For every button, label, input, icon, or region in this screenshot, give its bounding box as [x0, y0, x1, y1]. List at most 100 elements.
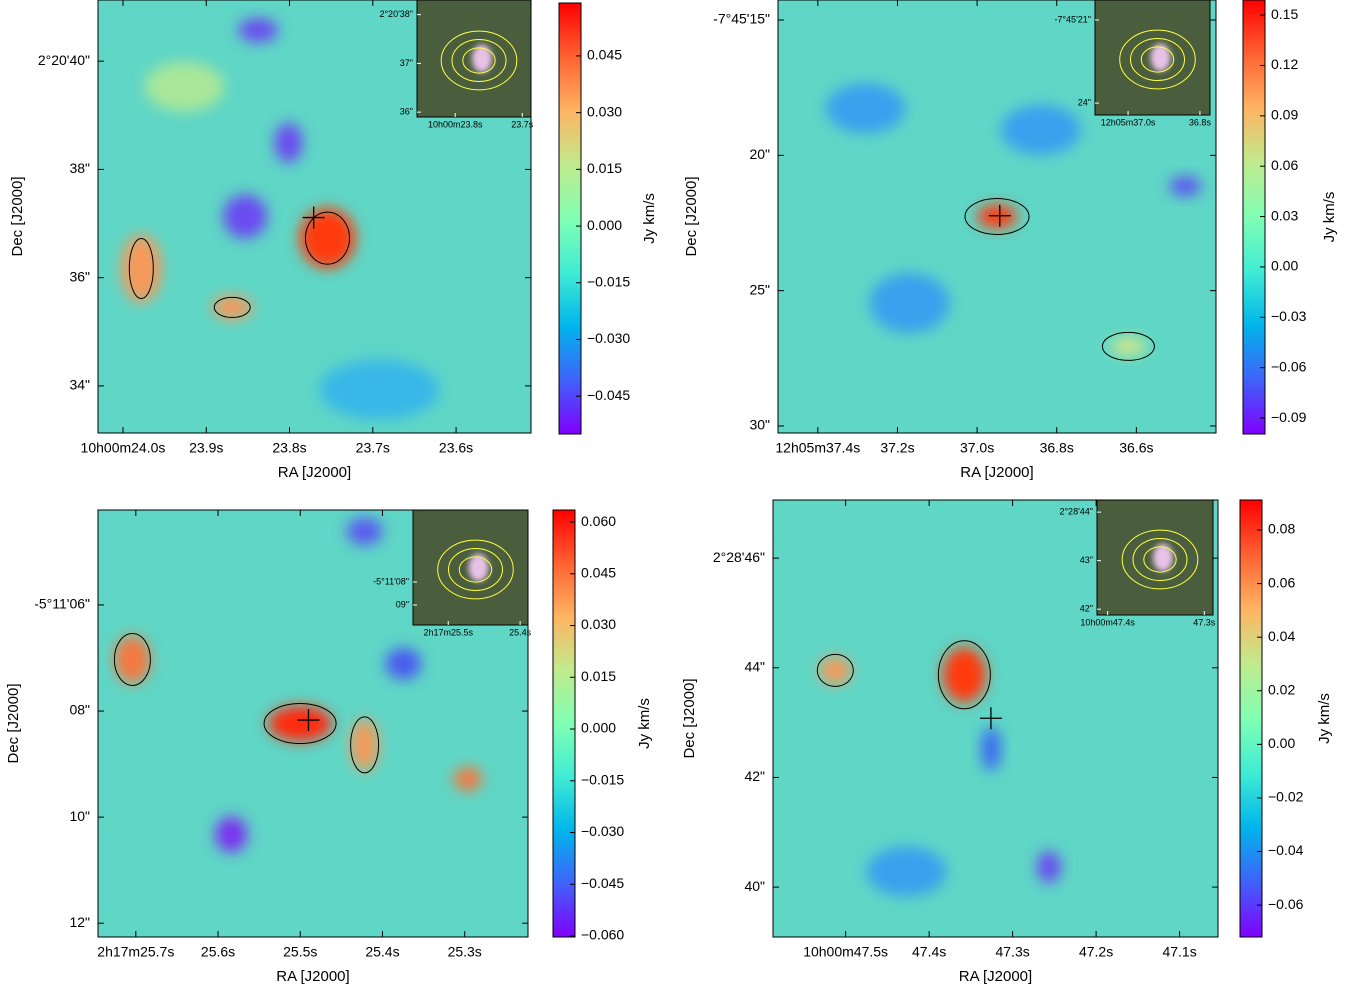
map-feature — [144, 61, 225, 112]
inset-contour — [440, 30, 518, 91]
map-feature — [453, 767, 482, 792]
inset-contour — [1140, 46, 1175, 73]
y-tick-label: 42" — [744, 768, 765, 784]
x-tick-label: 25.5s — [283, 944, 317, 960]
map-image — [98, 510, 528, 937]
panel: 2h17m25.7s 25.6s 25.5s 25.4s 25.3s -5°11'06" 0… — [5, 509, 653, 985]
colorbar-tick-label: −0.03 — [1271, 308, 1307, 324]
colorbar-tick-label: 0.03 — [1271, 207, 1298, 223]
inset-contour — [1130, 38, 1185, 81]
inset-x-tick-label: 47.3s — [1193, 617, 1216, 627]
colorbar-tick-label: 0.08 — [1268, 521, 1295, 537]
x-tick-label: 47.2s — [1079, 944, 1113, 960]
map-feature — [866, 846, 947, 897]
inset-x-tick-label: 23.7s — [511, 119, 534, 129]
inset-x-tick-label: 2h17m25.5s — [423, 627, 473, 637]
inset-x-tick-label: 36.8s — [1189, 117, 1212, 127]
x-tick-label: 23.6s — [439, 440, 473, 456]
y-tick-label: 20" — [749, 146, 770, 162]
x-tick-label: 37.2s — [880, 440, 914, 456]
x-tick-label: 47.4s — [912, 944, 946, 960]
y-tick-label: 36" — [69, 268, 90, 284]
contour — [128, 237, 154, 299]
colorbar-tick-label: −0.030 — [587, 330, 630, 346]
inset-y-tick-label: 42" — [1080, 604, 1093, 614]
map-feature — [869, 273, 950, 334]
y-tick-label: 38" — [69, 160, 90, 176]
colorbar-tick-label: 0.04 — [1268, 628, 1295, 644]
colorbar-tick-label: 0.00 — [1271, 258, 1298, 274]
inset-contour — [1132, 538, 1188, 581]
map-feature — [346, 517, 383, 546]
inset-source — [468, 553, 489, 582]
x-axis-label: RA [J2000] — [278, 464, 351, 481]
y-axis-label: Dec [J2000] — [681, 678, 698, 758]
contour — [937, 640, 991, 710]
x-tick-label: 25.4s — [365, 944, 399, 960]
map-feature — [819, 656, 852, 685]
y-tick-label: 25" — [749, 281, 770, 297]
x-tick-label: 36.8s — [1040, 440, 1074, 456]
plot-frame — [97, 0, 532, 434]
y-tick-label: 2°28'46" — [713, 549, 765, 565]
inset-contour — [458, 556, 493, 583]
x-tick-label: 25.3s — [448, 944, 482, 960]
inset-y-tick-label: 36" — [400, 107, 413, 117]
y-tick-label: -7°45'15" — [713, 11, 770, 27]
inset-y-tick-label: 43" — [1080, 555, 1093, 565]
colorbar-tick-label: −0.09 — [1271, 409, 1307, 425]
y-tick-label: 08" — [69, 702, 90, 718]
map-feature — [212, 295, 253, 320]
map-feature — [942, 646, 987, 703]
inset-source — [1153, 543, 1173, 572]
x-tick-label: 10h00m47.5s — [803, 944, 888, 960]
x-tick-label: 25.6s — [201, 944, 235, 960]
inset-y-tick-label: -5°11'08" — [373, 576, 409, 586]
inset-x-tick-label: 25.4s — [509, 627, 532, 637]
inset-frame — [1096, 499, 1214, 616]
source-marker — [988, 204, 1011, 227]
inset-frame — [412, 509, 529, 626]
inset-x-tick-label: 10h00m47.4s — [1080, 617, 1135, 627]
x-tick-label: 47.3s — [995, 944, 1029, 960]
inset-y-tick-label: 24" — [1078, 97, 1091, 107]
contour — [304, 211, 350, 265]
colorbar-label: Jy km/s — [641, 193, 658, 244]
plot-frame — [777, 0, 1217, 434]
colorbar-tick-label: 0.02 — [1268, 681, 1295, 697]
source-marker — [302, 206, 325, 229]
colorbar-tick-label: −0.015 — [581, 771, 624, 787]
y-axis-label: Dec [J2000] — [683, 176, 700, 256]
colorbar-tick-label: 0.15 — [1271, 6, 1298, 22]
colorbar-tick-label: 0.000 — [581, 720, 616, 736]
colorbar-tick-label: 0.00 — [1268, 735, 1295, 751]
inset-contour — [437, 539, 514, 600]
map-feature — [223, 194, 268, 239]
map-feature — [977, 204, 1017, 229]
contour — [263, 703, 337, 744]
colorbar-tick-label: −0.04 — [1268, 842, 1304, 858]
x-tick-label: 23.8s — [272, 440, 306, 456]
inset-source — [1150, 43, 1171, 72]
map-feature — [1036, 851, 1061, 884]
x-axis-label: RA [J2000] — [959, 968, 1032, 985]
inset-contour — [1119, 29, 1196, 90]
y-tick-label: 44" — [744, 658, 765, 674]
inset-x-tick-label: 12h05m37.0s — [1101, 117, 1156, 127]
colorbar-tick-label: 0.12 — [1271, 56, 1298, 72]
y-tick-label: 2°20'40" — [38, 52, 90, 68]
inset-contour — [448, 548, 503, 591]
colorbar-tick-label: 0.06 — [1271, 157, 1298, 173]
inset-frame — [1094, 0, 1211, 116]
contour — [1101, 331, 1155, 361]
map-feature — [121, 234, 162, 303]
map-feature — [274, 122, 303, 163]
y-tick-label: 10" — [69, 808, 90, 824]
colorbar-tick-label: −0.06 — [1268, 896, 1304, 912]
x-axis-label: RA [J2000] — [960, 464, 1033, 481]
inset-source — [472, 44, 492, 73]
inset-contour — [1121, 529, 1199, 590]
panel: 10h00m24.0s 23.9s 23.8s 23.7s 23.6s 2°20'40" 3… — [9, 0, 658, 481]
y-axis-label: Dec [J2000] — [5, 683, 22, 763]
